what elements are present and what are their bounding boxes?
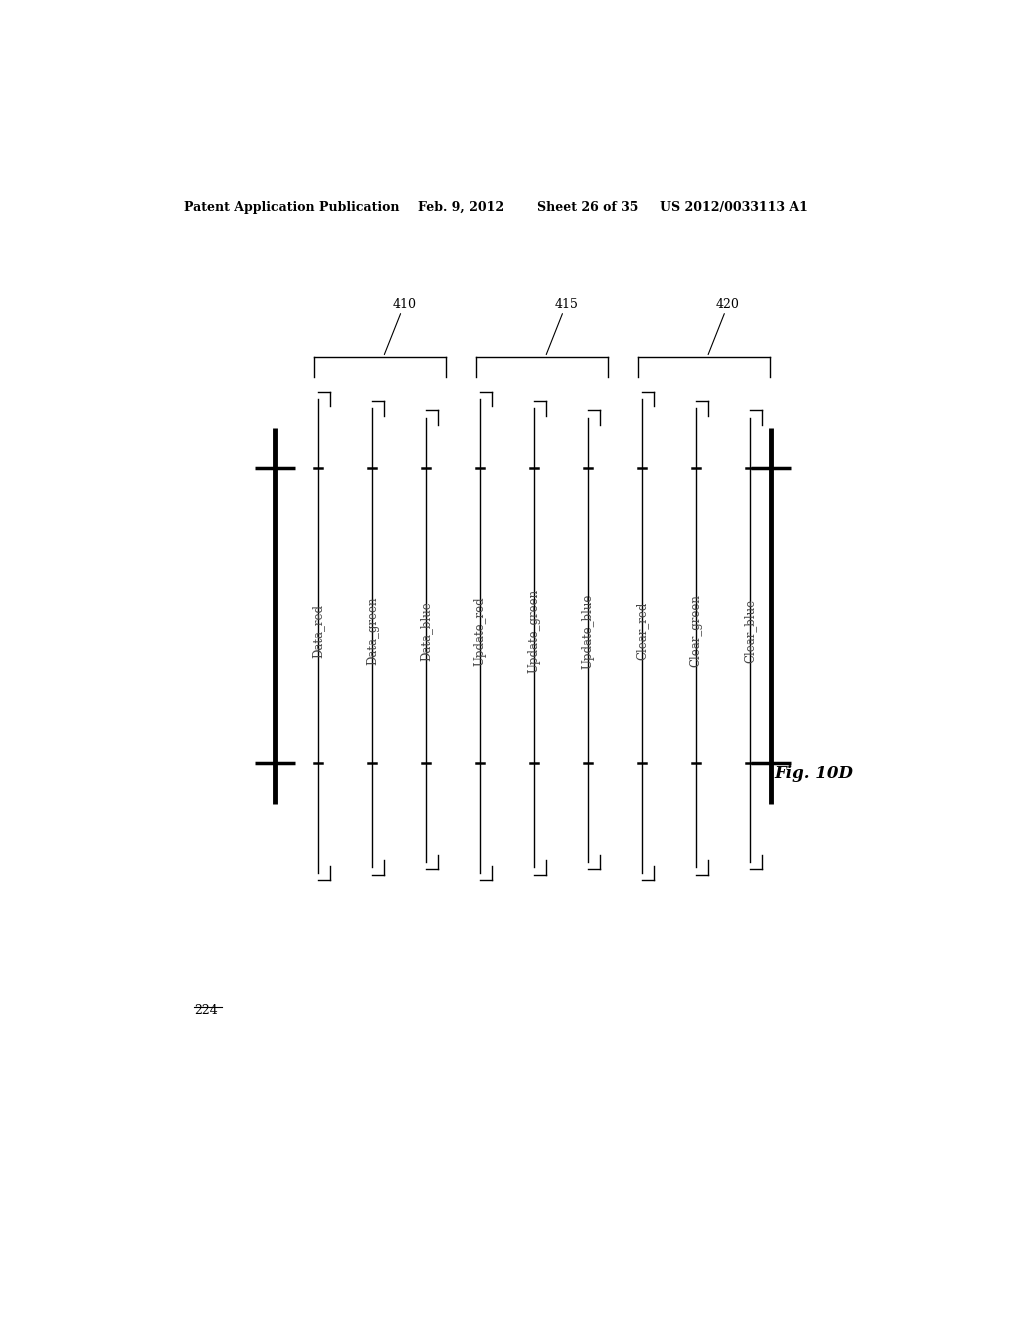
Text: 410: 410 [384,298,417,355]
Text: Data_green: Data_green [366,597,379,665]
Text: Data_red: Data_red [312,605,325,659]
Text: Fig. 10D: Fig. 10D [775,764,854,781]
Text: Clear_green: Clear_green [690,594,702,668]
Text: Update_blue: Update_blue [582,593,595,669]
Text: Patent Application Publication: Patent Application Publication [183,201,399,214]
Text: Feb. 9, 2012: Feb. 9, 2012 [418,201,504,214]
Text: US 2012/0033113 A1: US 2012/0033113 A1 [659,201,808,214]
Text: 224: 224 [194,1005,218,1016]
Text: Update_red: Update_red [474,597,486,665]
Text: 415: 415 [546,298,578,355]
Text: Clear_blue: Clear_blue [743,599,757,663]
Text: Update_green: Update_green [527,589,541,673]
Text: Data_blue: Data_blue [420,601,433,661]
Text: Sheet 26 of 35: Sheet 26 of 35 [537,201,638,214]
Text: Clear_red: Clear_red [636,602,649,660]
Text: 420: 420 [709,298,740,355]
